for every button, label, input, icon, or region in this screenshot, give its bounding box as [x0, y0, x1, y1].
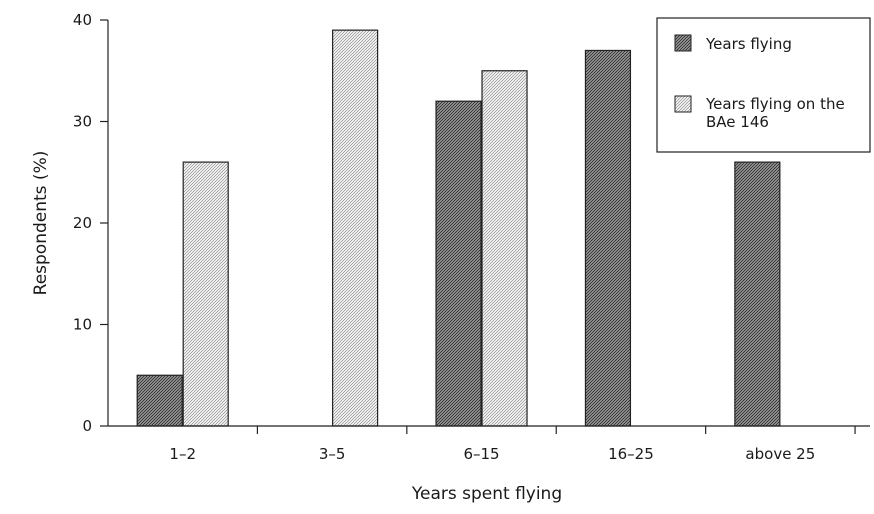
bar-years-flying [435, 100, 482, 427]
legend-swatch-years-flying-bae146 [674, 95, 692, 113]
bar-years-flying-bae146 [481, 70, 528, 427]
y-axis-title: Respondents (%) [31, 151, 51, 296]
legend-label-years-flying-bae146-line1: Years flying on the [705, 95, 845, 113]
bar-years-flying-bae146 [182, 161, 229, 427]
x-tick-label: 6–15 [463, 445, 499, 463]
y-tick-label: 20 [73, 214, 92, 232]
x-tick-label: 16–25 [608, 445, 654, 463]
bar-years-flying [584, 49, 632, 427]
x-ticks-group: 1–2 3–5 6–15 16–25 above 25 [169, 426, 856, 463]
y-tick-label: 10 [73, 316, 92, 334]
bars-group [136, 29, 781, 427]
x-axis-title: Years spent flying [411, 484, 562, 504]
x-tick-label: above 25 [745, 445, 815, 463]
bar-years-flying-bae146 [332, 29, 379, 427]
legend-label-years-flying: Years flying [705, 35, 792, 53]
y-ticks-group: 0 10 20 30 40 [73, 11, 108, 435]
bar-years-flying [136, 374, 183, 427]
legend: Years flying Years flying on the BAe 146 [656, 17, 871, 153]
y-tick-label: 30 [73, 113, 92, 131]
legend-box [656, 17, 871, 153]
y-tick-label: 0 [82, 417, 92, 435]
legend-swatch-years-flying [674, 34, 692, 52]
y-tick-label: 40 [73, 11, 92, 29]
x-tick-label: 3–5 [319, 445, 346, 463]
legend-label-years-flying-bae146-line2: BAe 146 [706, 113, 769, 131]
bar-years-flying [734, 161, 781, 427]
x-tick-label: 1–2 [169, 445, 196, 463]
